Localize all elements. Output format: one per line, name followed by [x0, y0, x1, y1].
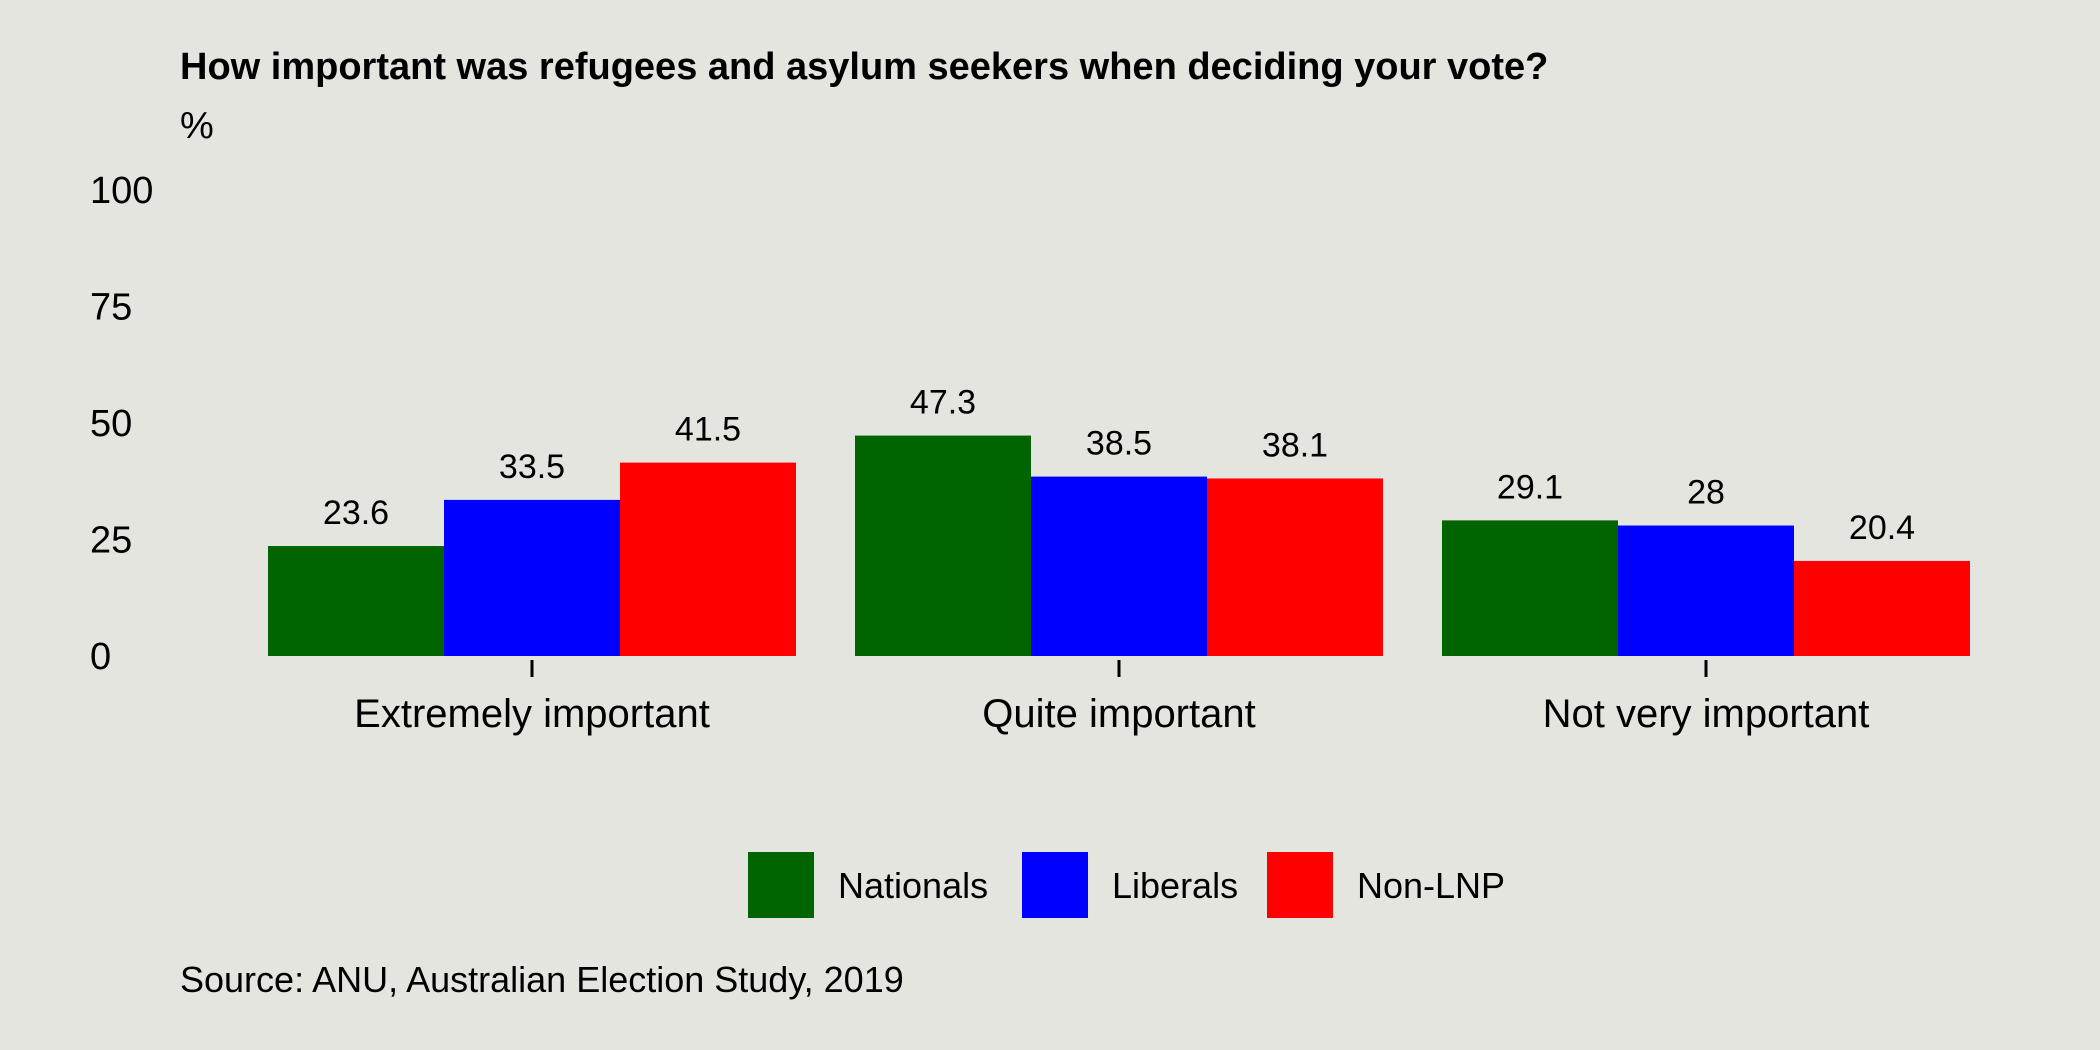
chart-title: How important was refugees and asylum se… — [180, 46, 1548, 88]
bar-value-label: 47.3 — [910, 384, 976, 422]
bar-value-label: 38.5 — [1086, 425, 1152, 463]
legend: Nationals Liberals Non-LNP — [748, 852, 1505, 918]
bar-groups — [268, 435, 1970, 656]
bar-nationals — [855, 435, 1031, 656]
legend-key-liberals — [1022, 852, 1088, 918]
bar-non-lnp — [620, 462, 796, 656]
y-tick-label: 50 — [90, 403, 132, 445]
y-tick-label: 0 — [90, 636, 111, 678]
bar-value-label: 41.5 — [675, 411, 741, 449]
bar-value-label: 33.5 — [499, 448, 565, 486]
bar-nationals — [1442, 520, 1618, 656]
bar-value-label: 20.4 — [1849, 509, 1915, 547]
bar-liberals — [444, 499, 620, 656]
y-tick-label: 25 — [90, 520, 132, 562]
bar-value-label: 38.1 — [1262, 426, 1328, 464]
bar-value-label: 28 — [1687, 474, 1725, 512]
x-tick-label: Extremely important — [354, 692, 710, 736]
y-axis-ticks: 0 25 50 75 100 — [90, 170, 153, 678]
y-tick-label: 75 — [90, 287, 132, 329]
x-axis: Extremely important Quite important Not ve… — [354, 660, 1869, 736]
bar-non-lnp — [1207, 478, 1383, 656]
bar-nationals — [268, 546, 444, 656]
x-tick-label: Not very important — [1543, 692, 1870, 736]
legend-label: Liberals — [1112, 865, 1238, 906]
y-axis-unit-label: % — [180, 105, 214, 147]
legend-key-nationals — [748, 852, 814, 918]
y-tick-label: 100 — [90, 170, 153, 212]
legend-label: Nationals — [838, 865, 988, 906]
bar-liberals — [1031, 476, 1207, 656]
bar-liberals — [1618, 525, 1794, 656]
legend-label: Non-LNP — [1357, 865, 1505, 906]
legend-key-non-lnp — [1267, 852, 1333, 918]
x-tick-label: Quite important — [982, 692, 1255, 736]
bar-non-lnp — [1794, 560, 1970, 656]
bar-value-label: 29.1 — [1497, 468, 1563, 506]
bar-value-label: 23.6 — [323, 494, 389, 532]
source-caption: Source: ANU, Australian Election Study, … — [180, 959, 904, 1000]
bar-value-labels: 23.6 33.5 41.5 47.3 38.5 38.1 29.1 28 20.4 — [323, 384, 1915, 547]
